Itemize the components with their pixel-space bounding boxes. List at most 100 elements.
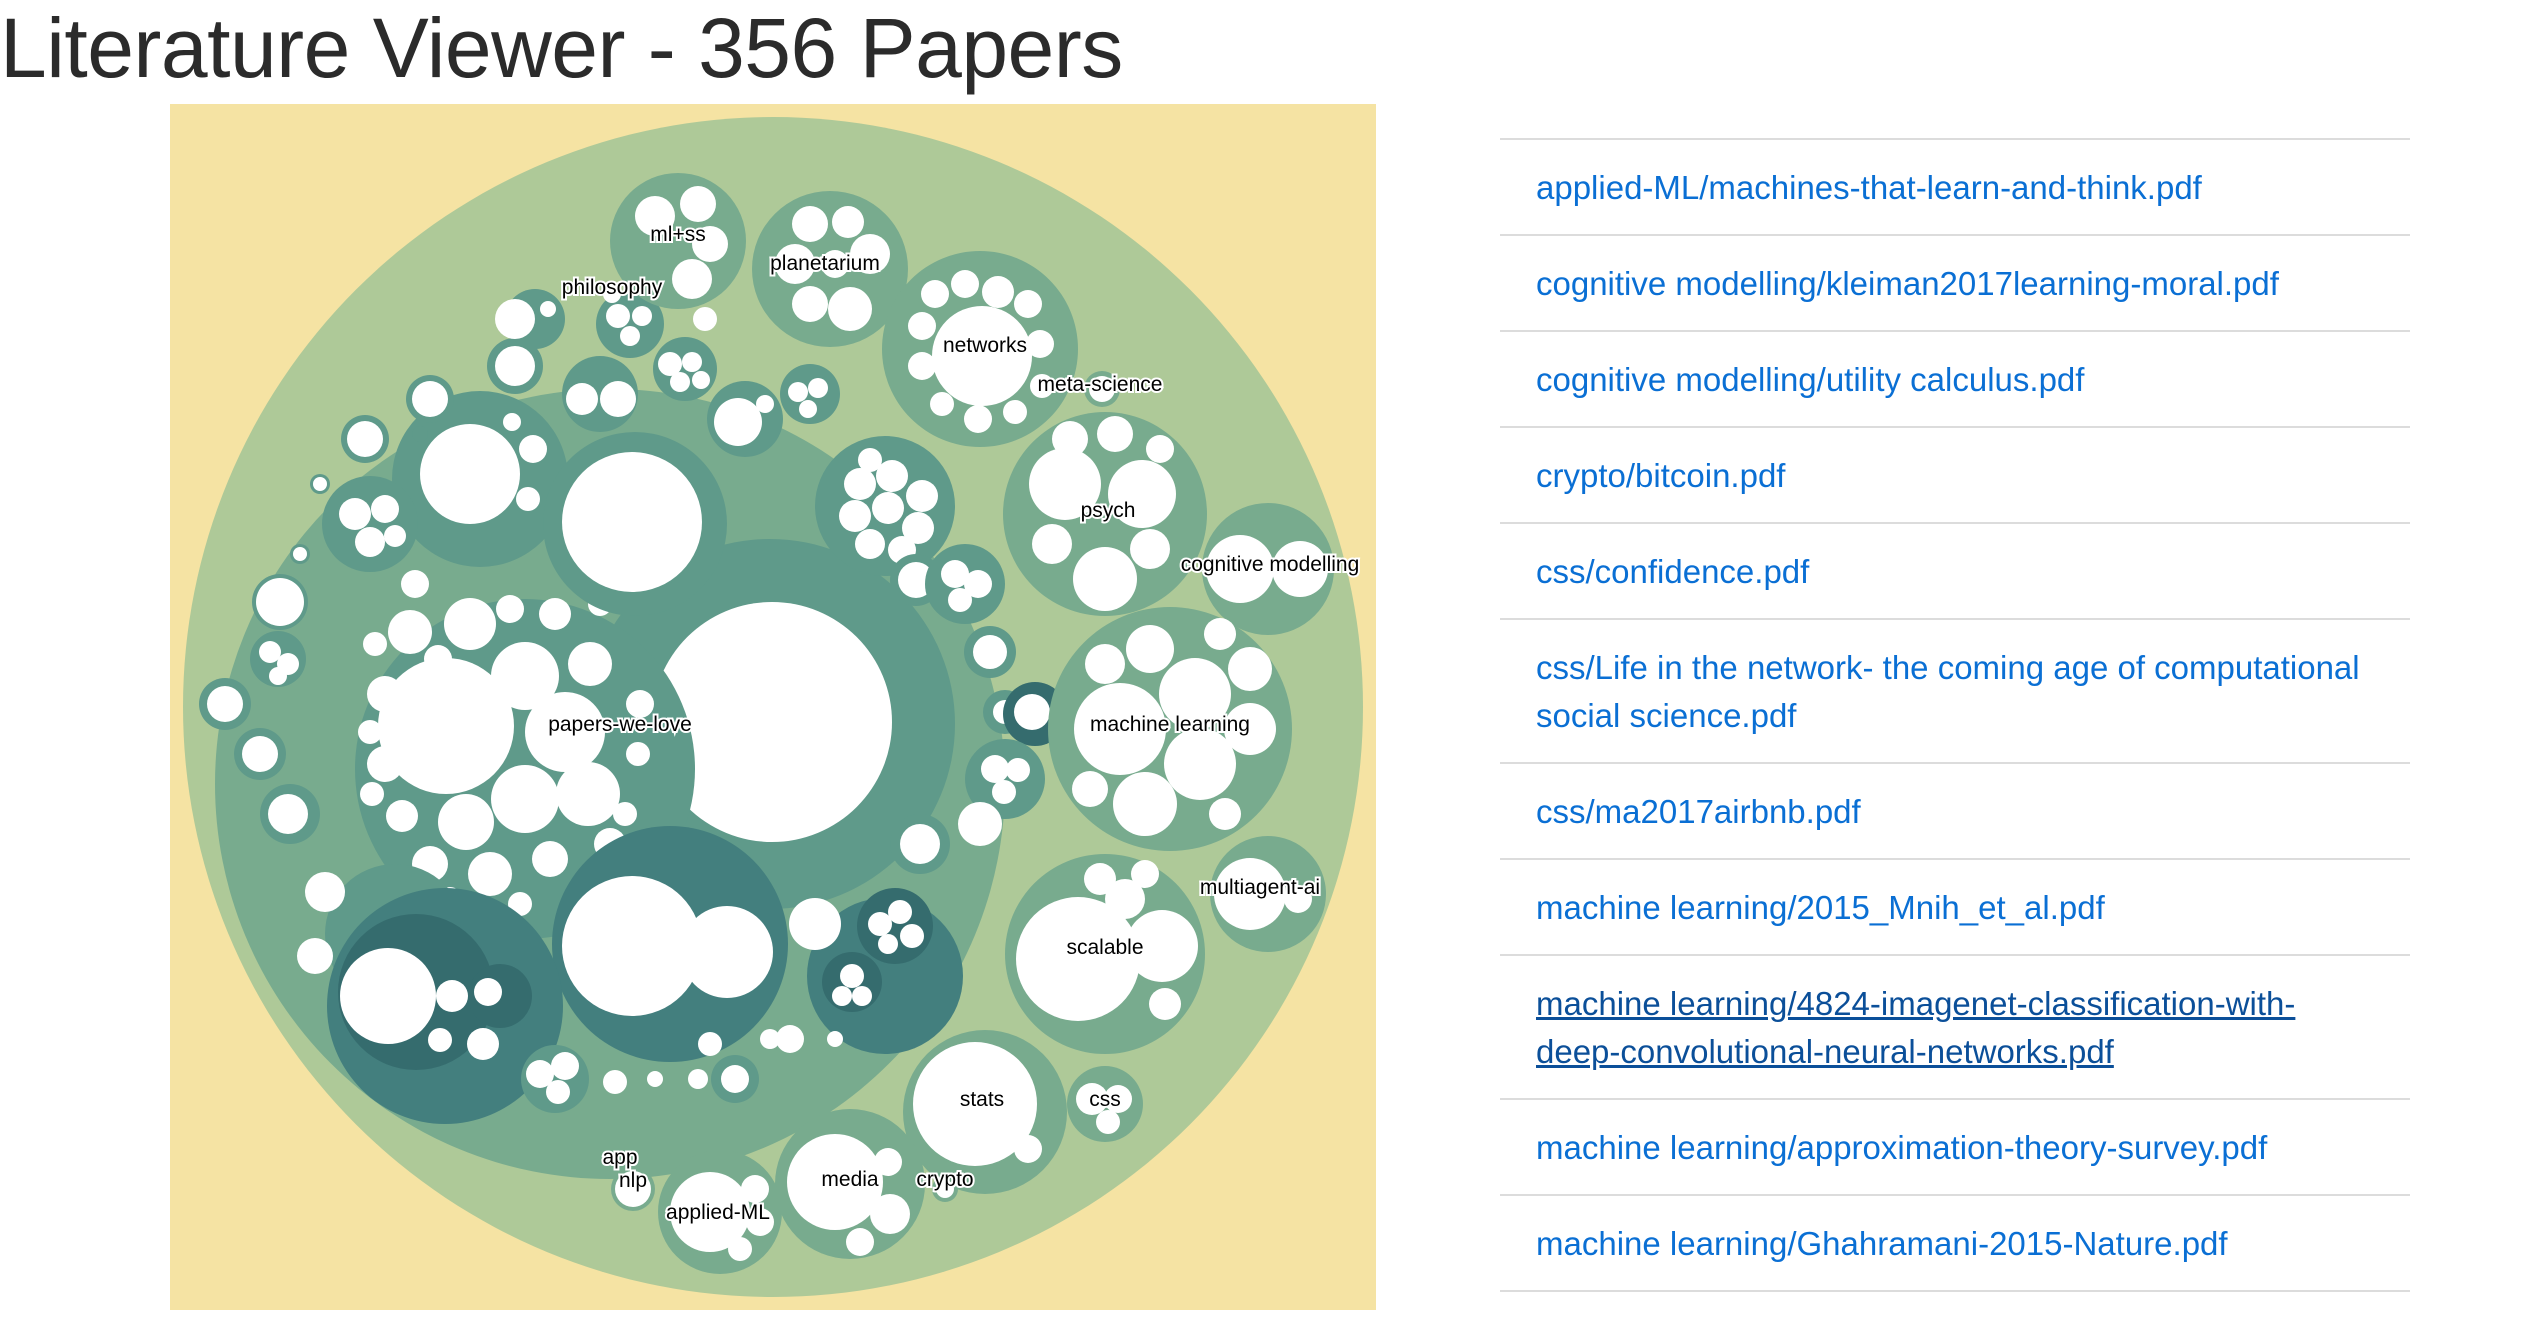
leaf-circle[interactable]: [844, 468, 876, 500]
leaf-circle[interactable]: [682, 352, 702, 372]
leaf-circle[interactable]: [496, 595, 524, 623]
leaf-circle[interactable]: [799, 400, 817, 418]
leaf-circle[interactable]: [898, 562, 934, 598]
leaf-circle[interactable]: [367, 746, 403, 782]
leaf-circle[interactable]: [964, 405, 992, 433]
stats-group[interactable]: [903, 1030, 1067, 1194]
leaf-circle[interactable]: [832, 986, 852, 1006]
leaf-circle[interactable]: [992, 780, 1016, 804]
leaf-circle[interactable]: [792, 206, 828, 242]
leaf-circle[interactable]: [1096, 1110, 1120, 1134]
leaf-circle[interactable]: [906, 480, 938, 512]
paper-link[interactable]: css/Life in the network- the coming age …: [1536, 649, 2360, 734]
leaf-circle[interactable]: [516, 487, 540, 511]
leaf-circle[interactable]: [297, 938, 333, 974]
leaf-circle[interactable]: [526, 1060, 554, 1088]
leaf-circle[interactable]: [1284, 885, 1312, 913]
leaf-circle[interactable]: [412, 381, 448, 417]
leaf-circle[interactable]: [902, 512, 934, 544]
leaf-circle[interactable]: [428, 1028, 452, 1052]
leaf-circle[interactable]: [556, 762, 620, 826]
leaf-circle[interactable]: [339, 498, 371, 530]
leaf-circle[interactable]: [1016, 897, 1140, 1021]
leaf-circle[interactable]: [941, 560, 969, 588]
machine-learning-group[interactable]: [1048, 607, 1292, 851]
psych-group[interactable]: [1003, 412, 1207, 616]
leaf-circle[interactable]: [495, 299, 535, 339]
leaf-circle[interactable]: [652, 602, 892, 842]
leaf-circle[interactable]: [1085, 644, 1125, 684]
multiagent-ai-group[interactable]: [1210, 836, 1326, 952]
leaf-circle[interactable]: [828, 287, 872, 331]
pack-circle[interactable]: [965, 739, 1045, 819]
leaf-circle[interactable]: [360, 782, 384, 806]
leaf-circle[interactable]: [714, 398, 762, 446]
leaf-circle[interactable]: [1014, 1135, 1042, 1163]
leaf-circle[interactable]: [776, 1025, 804, 1053]
paper-link[interactable]: machine learning/approximation-theory-su…: [1536, 1129, 2268, 1166]
leaf-circle[interactable]: [1224, 703, 1276, 755]
leaf-circle[interactable]: [242, 736, 278, 772]
paper-link[interactable]: css/confidence.pdf: [1536, 553, 1810, 590]
leaf-circle[interactable]: [1104, 1085, 1132, 1113]
leaf-circle[interactable]: [874, 1148, 902, 1176]
leaf-circle[interactable]: [900, 924, 924, 948]
leaf-circle[interactable]: [958, 802, 1002, 846]
leaf-circle[interactable]: [539, 598, 571, 630]
leaf-circle[interactable]: [355, 527, 385, 557]
leaf-circle[interactable]: [546, 1080, 570, 1104]
pack-circle[interactable]: [412, 426, 428, 442]
leaf-circle[interactable]: [670, 1172, 750, 1252]
paper-link[interactable]: applied-ML/machines-that-learn-and-think…: [1536, 169, 2202, 206]
leaf-circle[interactable]: [1108, 460, 1176, 528]
cognitive-modelling-group[interactable]: [1202, 503, 1334, 635]
leaf-circle[interactable]: [868, 912, 892, 936]
leaf-circle[interactable]: [626, 742, 650, 766]
leaf-circle[interactable]: [467, 1028, 499, 1060]
leaf-circle[interactable]: [1072, 771, 1108, 807]
leaf-circle[interactable]: [908, 312, 936, 340]
leaf-circle[interactable]: [808, 378, 828, 398]
paper-link[interactable]: cognitive modelling/kleiman2017learning-…: [1536, 265, 2279, 302]
leaf-circle[interactable]: [438, 794, 494, 850]
leaf-circle[interactable]: [1026, 330, 1054, 358]
leaf-circle[interactable]: [256, 578, 304, 626]
leaf-circle[interactable]: [840, 964, 864, 988]
media-group[interactable]: [775, 1109, 925, 1259]
leaf-circle[interactable]: [268, 794, 308, 834]
leaf-circle[interactable]: [1272, 541, 1328, 597]
leaf-circle[interactable]: [839, 500, 871, 532]
leaf-circle[interactable]: [620, 326, 640, 346]
papers-we-love-group[interactable]: [199, 289, 1067, 1179]
leaf-circle[interactable]: [855, 529, 885, 559]
leaf-circle[interactable]: [647, 1071, 663, 1087]
leaf-circle[interactable]: [1032, 524, 1072, 564]
leaf-circle[interactable]: [420, 424, 520, 524]
leaf-circle[interactable]: [852, 986, 872, 1006]
leaf-circle[interactable]: [888, 900, 912, 924]
leaf-circle[interactable]: [973, 635, 1007, 669]
leaf-circle[interactable]: [1105, 879, 1145, 919]
leaf-circle[interactable]: [1084, 863, 1116, 895]
leaf-circle[interactable]: [388, 610, 432, 654]
leaf-circle[interactable]: [1214, 858, 1286, 930]
leaf-circle[interactable]: [832, 206, 864, 238]
leaf-circle[interactable]: [670, 372, 690, 392]
leaf-circle[interactable]: [606, 304, 630, 328]
leaf-circle[interactable]: [1228, 647, 1272, 691]
leaf-circle[interactable]: [378, 658, 514, 794]
leaf-circle[interactable]: [858, 448, 882, 472]
leaf-circle[interactable]: [876, 460, 908, 492]
leaf-circle[interactable]: [680, 186, 716, 222]
leaf-circle[interactable]: [626, 690, 654, 718]
leaf-circle[interactable]: [313, 477, 327, 491]
leaf-circle[interactable]: [1097, 416, 1133, 452]
leaf-circle[interactable]: [532, 841, 568, 877]
leaf-circle[interactable]: [632, 306, 652, 326]
leaf-circle[interactable]: [1209, 798, 1241, 830]
leaf-circle[interactable]: [207, 686, 243, 722]
leaf-circle[interactable]: [1073, 547, 1137, 611]
leaf-circle[interactable]: [921, 280, 949, 308]
paper-link[interactable]: machine learning/Ghahramani-2015-Nature.…: [1536, 1225, 2228, 1262]
leaf-circle[interactable]: [1126, 910, 1198, 982]
